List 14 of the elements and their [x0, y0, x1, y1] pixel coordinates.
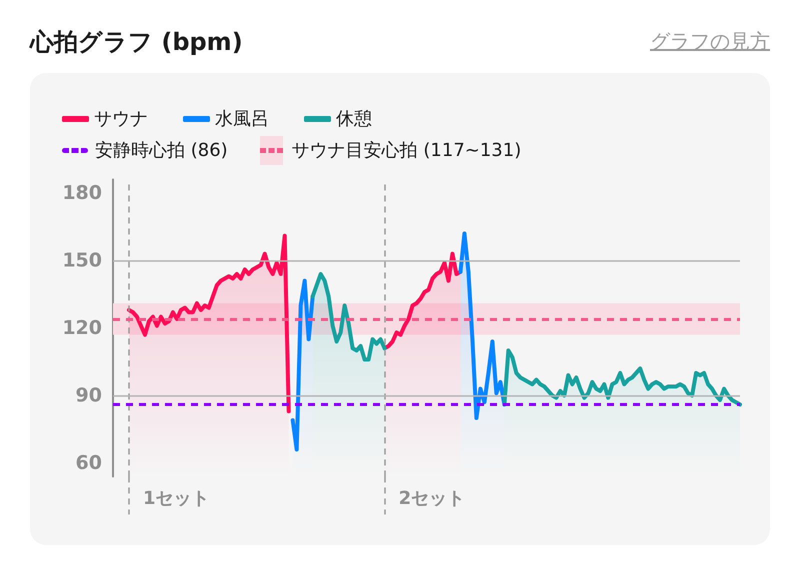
legend-label: 水風呂 — [215, 108, 269, 130]
text: グラフの見方 — [650, 28, 770, 55]
legend-label: 安静時心拍 (86) — [95, 139, 228, 162]
y-tick-label: 60 — [76, 452, 102, 474]
y-tick-label: 90 — [76, 384, 102, 406]
legend-label: サウナ — [94, 108, 148, 130]
text: 2セット — [398, 488, 466, 509]
chart-title: 心拍グラフ (bpm) — [30, 27, 243, 58]
text: 1セット — [142, 488, 210, 509]
y-tick-label: 180 — [62, 182, 102, 204]
y-tick-label: 150 — [62, 250, 102, 272]
y-tick-label: 120 — [62, 317, 102, 339]
legend-label: 休憩 — [336, 108, 372, 130]
legend-label: サウナ目安心拍 (117~131) — [292, 139, 522, 162]
